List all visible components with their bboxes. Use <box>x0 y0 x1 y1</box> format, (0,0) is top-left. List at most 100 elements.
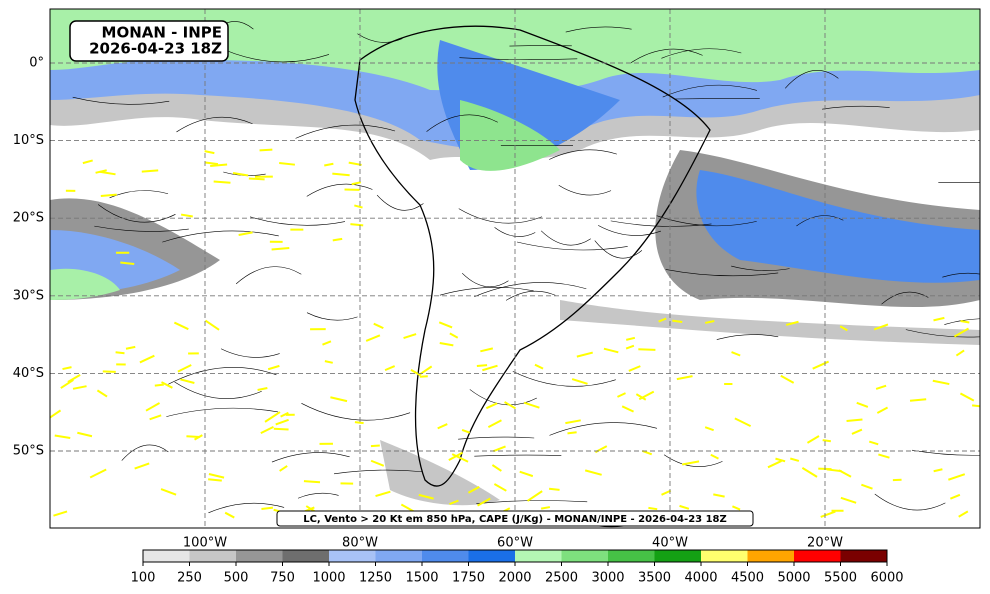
streamline <box>376 194 424 211</box>
wind-stroke <box>491 464 502 472</box>
wind-stroke <box>523 401 540 409</box>
wind-stroke <box>418 493 434 500</box>
wind-stroke <box>365 334 381 342</box>
wind-stroke <box>571 378 588 385</box>
colorbar-tick-label: 750 <box>270 571 295 586</box>
wind-stroke <box>584 469 602 476</box>
streamline <box>94 225 189 232</box>
wind-stroke <box>504 401 517 410</box>
streamline <box>306 312 358 321</box>
wind-stroke <box>878 453 890 459</box>
streamline <box>512 371 616 387</box>
wind-stroke <box>60 379 74 389</box>
colorbar-segment <box>654 550 701 562</box>
wind-stroke <box>54 434 71 440</box>
wind-stroke <box>275 418 289 426</box>
wind-stroke <box>102 370 116 373</box>
wind-stroke <box>160 488 177 496</box>
wind-stroke <box>273 427 289 431</box>
wind-stroke <box>856 401 869 408</box>
map-frame <box>49 8 981 529</box>
wind-stroke <box>99 170 116 176</box>
streamline <box>474 282 587 297</box>
wind-stroke <box>540 506 551 510</box>
wind-stroke <box>449 332 459 339</box>
wind-stroke <box>115 351 125 355</box>
wind-stroke <box>705 320 715 324</box>
wind-stroke <box>648 506 658 511</box>
wind-stroke <box>710 453 719 460</box>
wind-stroke <box>370 459 385 467</box>
wind-stroke <box>461 428 471 434</box>
streamline <box>426 114 498 132</box>
wind-stroke <box>672 319 683 324</box>
wind-stroke <box>875 384 887 390</box>
colorbar-tick-label: 100 <box>131 571 156 586</box>
wind-stroke <box>713 493 725 498</box>
colorbar-tick-label: 6000 <box>870 571 903 586</box>
wind-stroke <box>959 392 975 402</box>
wind-stroke <box>482 364 498 372</box>
wind-stroke <box>820 510 836 518</box>
wind-stroke <box>851 428 863 435</box>
wind-stroke <box>932 379 950 386</box>
lat-label: 40°S <box>13 366 44 381</box>
wind-stroke <box>658 317 667 323</box>
wind-stroke <box>141 169 159 173</box>
lon-label: 20°W <box>807 536 843 551</box>
streamline <box>663 454 723 467</box>
colorbar-tick-label: 1750 <box>452 571 485 586</box>
streamline <box>874 493 946 511</box>
wind-stroke <box>493 483 507 492</box>
wind-stroke <box>439 342 454 347</box>
wind-stroke <box>534 363 544 370</box>
wind-stroke <box>437 423 448 430</box>
wind-stroke <box>876 406 889 414</box>
wind-stroke <box>679 504 690 510</box>
wind-stroke <box>332 172 350 177</box>
wind-stroke <box>62 366 72 371</box>
wind-stroke <box>448 451 464 462</box>
wind-stroke <box>260 425 274 435</box>
wind-stroke <box>330 396 348 403</box>
colorbar-tick-label: 5000 <box>777 571 810 586</box>
streamline <box>784 70 839 89</box>
wind-stroke <box>839 325 848 332</box>
wind-stroke <box>487 419 502 429</box>
streamline <box>731 265 790 271</box>
wind-stroke <box>125 345 136 350</box>
colorbar-tick-label: 3000 <box>591 571 624 586</box>
streamline <box>97 204 176 223</box>
wind-stroke <box>480 347 494 353</box>
streamline <box>459 57 578 60</box>
wind-stroke <box>451 453 469 463</box>
wind-stroke <box>449 499 459 506</box>
wind-stroke <box>972 404 980 408</box>
streamline <box>665 269 779 277</box>
colorbar-tick-label: 1500 <box>405 571 438 586</box>
colorbar-segment <box>468 550 515 562</box>
wind-stroke <box>350 223 364 227</box>
colorbar-tick-label: 4500 <box>731 571 764 586</box>
wind-stroke <box>50 409 62 419</box>
wind-stroke <box>621 405 634 413</box>
streamline <box>121 444 169 461</box>
wind-stroke <box>248 177 265 181</box>
wind-stroke <box>731 351 741 357</box>
wind-stroke <box>492 445 506 453</box>
colorbar-segment <box>561 550 608 562</box>
wind-stroke <box>145 402 161 412</box>
wind-stroke <box>812 360 830 370</box>
streamline <box>357 33 403 43</box>
title-box <box>69 20 229 62</box>
streamline <box>911 449 980 456</box>
streamline <box>942 272 980 278</box>
wind-stroke <box>264 411 281 423</box>
lat-label: 50°S <box>13 444 44 459</box>
wind-stroke <box>77 431 93 438</box>
streamline <box>796 215 844 227</box>
wind-stroke <box>279 465 288 472</box>
wind-stroke <box>438 321 453 329</box>
wind-stroke <box>826 468 842 473</box>
lat-label: 30°S <box>13 288 44 303</box>
